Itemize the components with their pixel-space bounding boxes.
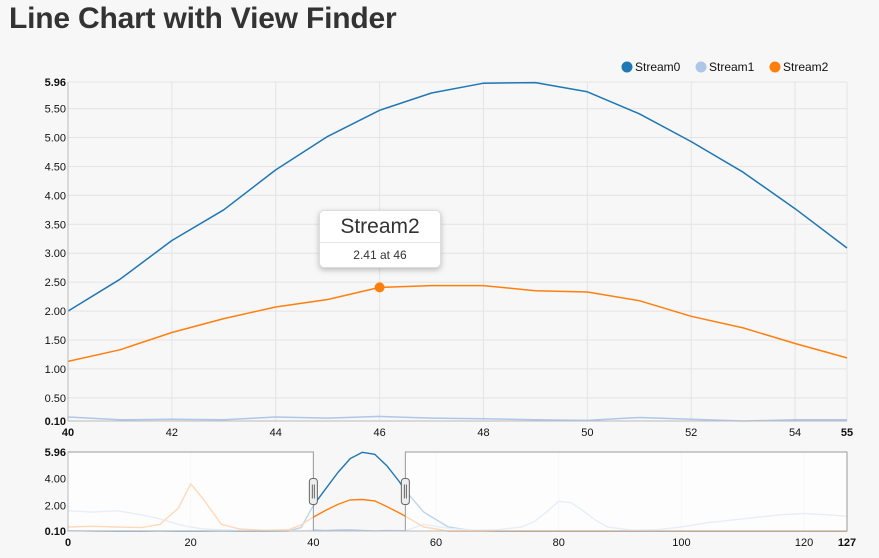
focus-line-stream2[interactable] [67,284,848,363]
legend-marker-stream2[interactable] [769,61,781,73]
y-tick-label: 3.50 [45,219,66,231]
y-tick-label: 0.10 [45,416,66,428]
tooltip-title: Stream2 [320,211,440,243]
y-tick-label: 4.50 [45,161,66,173]
x-tick-label: 100 [672,537,690,549]
x-tick-label: 120 [795,537,813,549]
y-tick-label: 5.50 [45,104,66,116]
y-tick-label: 5.00 [45,133,66,145]
y-tick-label: 5.96 [45,447,66,459]
legend-label-stream0[interactable]: Stream0 [635,60,681,74]
x-tick-label: 52 [685,427,697,439]
x-tick-label: 20 [185,537,197,549]
x-tick-label: 48 [477,427,489,439]
y-tick-label: 2.50 [45,277,66,289]
y-tick-label: 0.10 [45,526,66,538]
view-finder-brush[interactable] [67,451,848,532]
y-tick-label: 0.50 [45,393,66,405]
x-tick-label: 40 [307,537,319,549]
x-tick-label: 50 [581,427,593,439]
x-tick-label: 80 [553,537,565,549]
legend-label-stream2[interactable]: Stream2 [783,60,829,74]
x-tick-label: 44 [270,427,282,439]
x-tick-label: 55 [841,427,853,439]
tooltip-value: 2.41 at 46 [353,248,407,262]
y-tick-label: 4.00 [45,473,66,485]
x-tick-label: 40 [62,427,74,439]
focus-line-stream1[interactable] [67,415,847,422]
focus-axes: 0.10 0.50 1.00 1.50 2.00 2.50 3.00 3.50 4.00 4.50… [45,77,854,439]
x-tick-label: 42 [166,427,178,439]
context-axes: 0.10 2.00 4.00 5.96 0 20 40 60 80 100 120 127 [45,447,857,549]
focus-grid [67,81,848,422]
x-tick-label: 60 [430,537,442,549]
legend-marker-stream0[interactable] [621,61,633,73]
focus-chart[interactable]: 0.10 0.50 1.00 1.50 2.00 2.50 3.00 3.50 4.00 4.50… [45,77,854,439]
brush-mask-left [67,451,314,532]
x-tick-label: 46 [373,427,385,439]
focus-line-stream0[interactable] [67,81,848,312]
page-title: Line Chart with View Finder [9,2,397,35]
legend[interactable]: Stream0 Stream1 Stream2 [621,60,829,74]
tooltip: Stream2 2.41 at 46 [319,210,441,268]
x-tick-label: 54 [789,427,801,439]
hover-point-marker[interactable] [374,282,385,293]
context-chart[interactable]: 0.10 2.00 4.00 5.96 0 20 40 60 80 100 120 127 [45,447,857,549]
y-tick-label: 1.50 [45,335,66,347]
x-tick-label: 0 [65,537,71,549]
y-tick-label: 2.00 [45,306,66,318]
y-tick-label: 1.00 [45,364,66,376]
y-tick-label: 3.00 [45,248,66,260]
y-tick-label: 4.00 [45,190,66,202]
brush-handle-left[interactable] [308,478,318,505]
brush-handle-right[interactable] [400,478,410,505]
y-tick-label: 2.00 [45,500,66,512]
legend-marker-stream1[interactable] [695,61,707,73]
brush-mask-right [404,451,848,532]
x-tick-label: 127 [838,537,856,549]
focus-lines[interactable] [67,81,848,422]
y-tick-label: 5.96 [45,77,66,89]
legend-label-stream1[interactable]: Stream1 [709,60,755,74]
brush-extent[interactable] [313,452,405,531]
